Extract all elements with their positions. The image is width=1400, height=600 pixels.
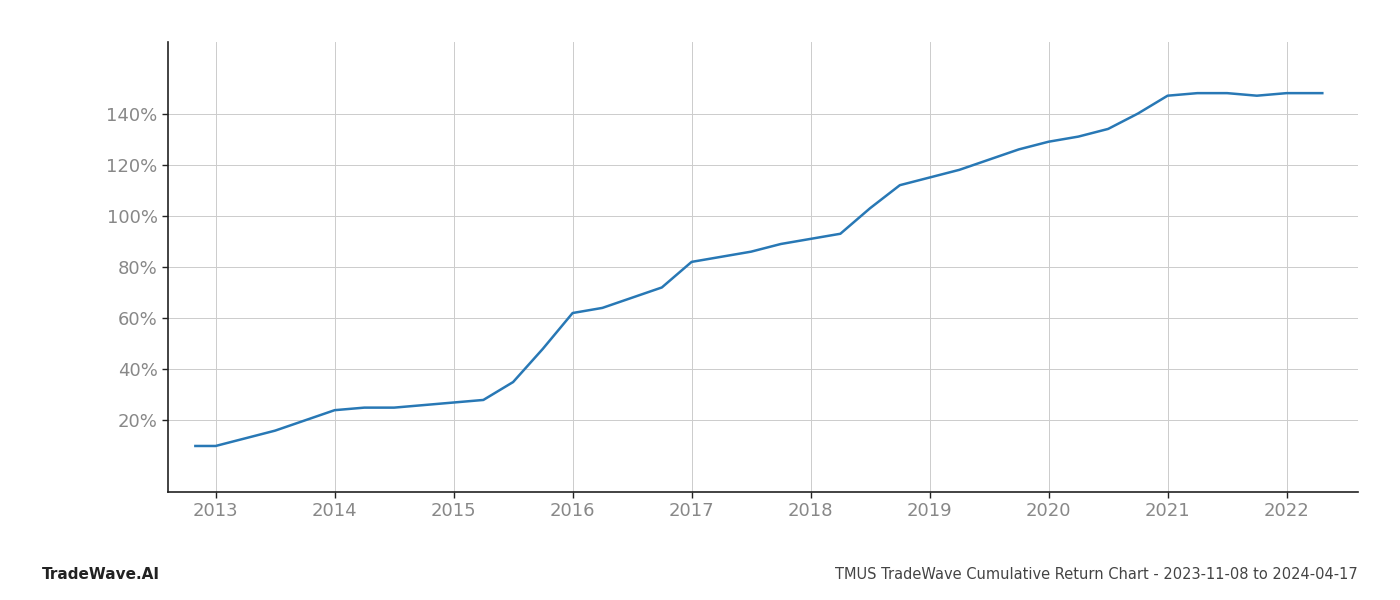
Text: TradeWave.AI: TradeWave.AI <box>42 567 160 582</box>
Text: TMUS TradeWave Cumulative Return Chart - 2023-11-08 to 2024-04-17: TMUS TradeWave Cumulative Return Chart -… <box>836 567 1358 582</box>
